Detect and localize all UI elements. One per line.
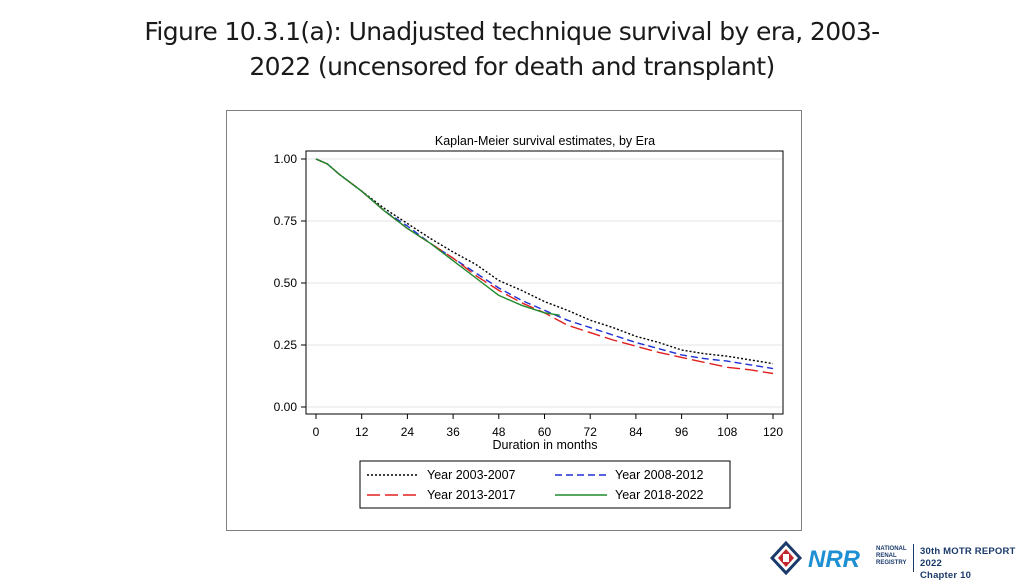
x-tick-label: 48 [492, 425, 506, 439]
y-tick-label: 0.25 [274, 338, 298, 352]
x-tick-label: 24 [401, 425, 415, 439]
x-tick-label: 108 [717, 425, 737, 439]
x-axis: 0 12 24 36 48 60 72 84 96 108 120 [313, 414, 783, 439]
x-tick-label: 72 [584, 425, 598, 439]
y-axis: 0.00 0.25 0.50 0.75 1.00 [274, 152, 306, 414]
y-tick-label: 0.50 [274, 276, 298, 290]
slide-title: Figure 10.3.1(a): Unadjusted technique s… [0, 14, 1024, 84]
x-tick-label: 12 [355, 425, 369, 439]
series-lines [315, 158, 774, 375]
x-axis-label: Duration in months [493, 438, 598, 452]
x-tick-label: 60 [538, 425, 552, 439]
legend-label: Year 2003-2007 [427, 468, 516, 482]
series-line-1 [315, 158, 774, 365]
x-tick-label: 120 [763, 425, 783, 439]
report-info: 30th MOTR REPORT 2022 Chapter 10 [920, 546, 1020, 582]
legend-box [359, 460, 731, 509]
report-chapter: Chapter 10 [920, 570, 972, 581]
series-line-4 [315, 158, 560, 316]
chart-title: Kaplan-Meier survival estimates, by Era [435, 134, 655, 148]
gridlines [307, 158, 782, 408]
slide-title-line-1: Figure 10.3.1(a): Unadjusted technique s… [144, 17, 880, 46]
x-tick-label: 0 [313, 425, 320, 439]
legend-label: Year 2008-2012 [615, 468, 704, 482]
kaplan-meier-chart: Kaplan-Meier survival estimates, by Era … [274, 134, 784, 509]
report-title: 30th MOTR REPORT 2022 [920, 546, 1016, 569]
nrr-logo: NRR [770, 540, 861, 576]
legend-label: Year 2018-2022 [615, 488, 704, 502]
registry-line-3: REGISTRY [876, 560, 907, 566]
legend-label: Year 2013-2017 [427, 488, 516, 502]
y-tick-label: 1.00 [274, 152, 298, 166]
y-tick-label: 0.00 [274, 400, 298, 414]
nrr-wordmark: NRR [808, 546, 861, 573]
slide-title-line-2: 2022 (uncensored for death and transplan… [249, 52, 775, 81]
x-tick-label: 36 [446, 425, 460, 439]
registry-line-2: RENAL [876, 553, 897, 559]
registry-name: NATIONAL RENAL REGISTRY [876, 546, 907, 567]
footer: NRR NATIONAL RENAL REGISTRY 30th MOTR RE… [770, 540, 1020, 581]
legend: Year 2003-2007 Year 2008-2012 Year 2013-20… [367, 468, 704, 502]
x-tick-label: 96 [675, 425, 689, 439]
chart-frame: Kaplan-Meier survival estimates, by Era … [226, 110, 802, 531]
registry-line-1: NATIONAL [876, 546, 907, 552]
x-tick-label: 84 [629, 425, 643, 439]
registry-emblem-icon [770, 540, 803, 576]
footer-divider [913, 544, 914, 572]
y-tick-label: 0.75 [274, 214, 298, 228]
